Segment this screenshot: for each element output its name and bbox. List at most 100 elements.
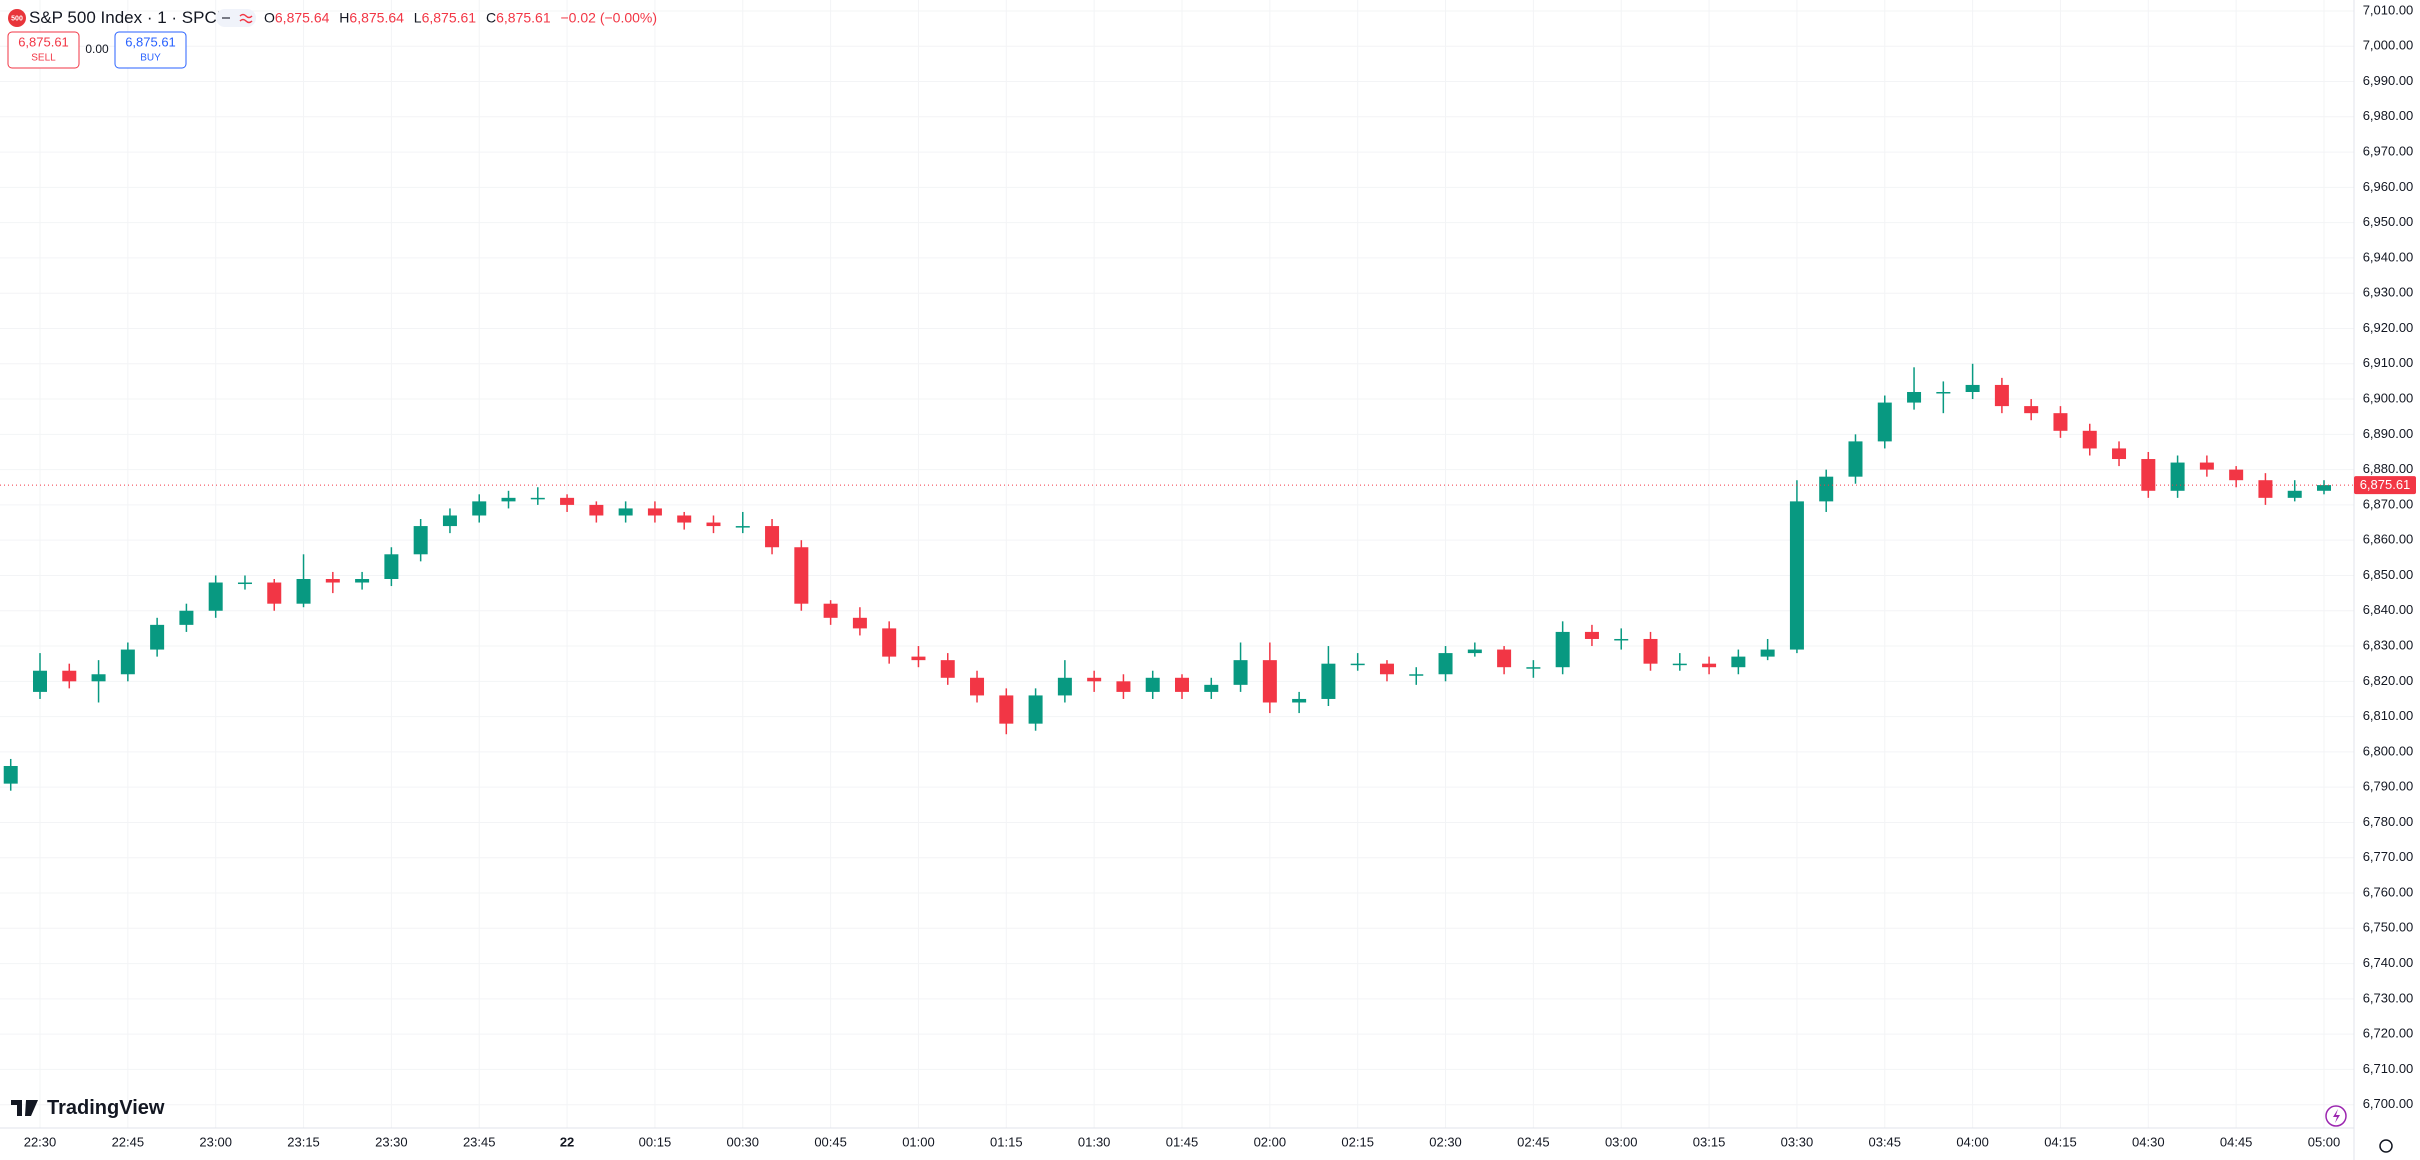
y-tick-label: 6,900.00 [2363, 390, 2414, 405]
candle-body [999, 695, 1014, 724]
candle-body [1760, 649, 1775, 657]
candle-body [237, 582, 252, 585]
x-tick-label: 03:30 [1781, 1134, 1814, 1149]
candle-body [2112, 448, 2127, 460]
last-price-label: 6,875.61 [2360, 477, 2411, 492]
buy-button[interactable] [114, 31, 187, 69]
x-tick-label: 03:45 [1868, 1134, 1901, 1149]
y-tick-label: 6,740.00 [2363, 955, 2414, 970]
candle-body [2199, 462, 2214, 470]
y-tick-label: 6,720.00 [2363, 1026, 2414, 1041]
ohlc-value: 6,875.61 [422, 9, 477, 25]
y-tick-label: 6,700.00 [2363, 1096, 2414, 1111]
ohlc-value: 6,875.61 [496, 9, 551, 25]
candle-body [2287, 490, 2302, 498]
candle-body [1584, 631, 1599, 639]
y-tick-label: 6,920.00 [2363, 320, 2414, 335]
candle-body [706, 522, 721, 527]
ohlc-value: 6,875.64 [275, 9, 330, 25]
candle-body [1672, 663, 1687, 666]
candle-body [2229, 469, 2244, 481]
sell-button[interactable] [7, 31, 80, 69]
candle-body [1643, 638, 1658, 664]
candle-body [1965, 384, 1980, 392]
status-icon [239, 13, 253, 24]
y-tick-label: 6,710.00 [2363, 1061, 2414, 1076]
x-tick-label: 04:15 [2044, 1134, 2077, 1149]
last-price-tag [2354, 476, 2416, 495]
candles [3, 363, 2331, 791]
status-pill [216, 9, 256, 27]
y-tick-label: 6,820.00 [2363, 673, 2414, 688]
y-tick-label: 6,800.00 [2363, 743, 2414, 758]
y-tick-label: 6,760.00 [2363, 884, 2414, 899]
candle-body [1292, 698, 1307, 703]
candle-body [2170, 462, 2185, 491]
candle-body [2024, 406, 2039, 414]
x-tick-label: 04:30 [2132, 1134, 2165, 1149]
y-tick-label: 6,960.00 [2363, 179, 2414, 194]
candle-body [2053, 413, 2068, 431]
candle-body [823, 603, 838, 618]
brand-logo [27, 1100, 33, 1106]
symbol-title: S&P 500 Index · 1 · SPCFD [29, 8, 239, 27]
y-tick-label: 6,970.00 [2363, 144, 2414, 159]
candle-body [852, 617, 867, 629]
candle-body [1467, 649, 1482, 654]
candle-body [765, 526, 780, 548]
x-tick-label: 04:00 [1956, 1134, 1989, 1149]
x-tick-label: 05:00 [2308, 1134, 2341, 1149]
buy-price: 6,875.61 [125, 34, 176, 49]
x-tick-label: 22:45 [112, 1134, 145, 1149]
candle-body [150, 624, 165, 650]
x-tick-label: 01:45 [1166, 1134, 1199, 1149]
candle-body [1848, 441, 1863, 477]
candle-body [1145, 677, 1160, 692]
candle-body [1087, 677, 1102, 682]
candle-body [1731, 656, 1746, 668]
y-tick-label: 6,810.00 [2363, 708, 2414, 723]
candle-body [384, 554, 399, 579]
candle-body [1702, 663, 1717, 668]
candle-body [589, 504, 604, 516]
candle-body [472, 501, 487, 516]
settings-icon[interactable] [2379, 1139, 2393, 1153]
candle-body [618, 508, 633, 516]
candle-body [1555, 631, 1570, 668]
candle-body [1262, 660, 1277, 703]
ohlc-label: O [264, 9, 275, 25]
candle-body [1994, 384, 2009, 407]
candle-body [1789, 501, 1804, 650]
candle-body [2141, 459, 2156, 491]
y-tick-label: 6,860.00 [2363, 532, 2414, 547]
candle-body [1497, 649, 1512, 668]
y-tick-label: 6,880.00 [2363, 461, 2414, 476]
grid [0, 0, 2354, 1128]
candle-body [1877, 402, 1892, 442]
candle-body [1438, 653, 1453, 675]
x-tick-label: 01:00 [902, 1134, 935, 1149]
candle-body [442, 515, 457, 527]
ohlc-value: 6,875.64 [349, 9, 404, 25]
candle-body [794, 547, 809, 604]
x-tick-label: 00:15 [639, 1134, 672, 1149]
y-tick-label: 6,840.00 [2363, 602, 2414, 617]
ohlc-label: H [339, 9, 349, 25]
x-tick-label: 23:00 [199, 1134, 232, 1149]
candle-body [33, 670, 47, 692]
y-tick-label: 6,850.00 [2363, 567, 2414, 582]
candle-body [911, 656, 926, 661]
candle-body [1204, 684, 1219, 692]
brand: TradingView [11, 1097, 165, 1119]
x-tick-label: 01:15 [990, 1134, 1023, 1149]
power-icon[interactable] [2325, 1105, 2347, 1127]
y-tick-label: 6,990.00 [2363, 73, 2414, 88]
candle-body [647, 508, 662, 516]
candle-body [1907, 391, 1922, 403]
candle-body [296, 578, 311, 604]
brand-name: TradingView [47, 1097, 165, 1119]
ohlc-label: L [414, 9, 422, 25]
y-tick-label: 6,830.00 [2363, 637, 2414, 652]
symbol-logo-text: 500 [11, 15, 23, 22]
